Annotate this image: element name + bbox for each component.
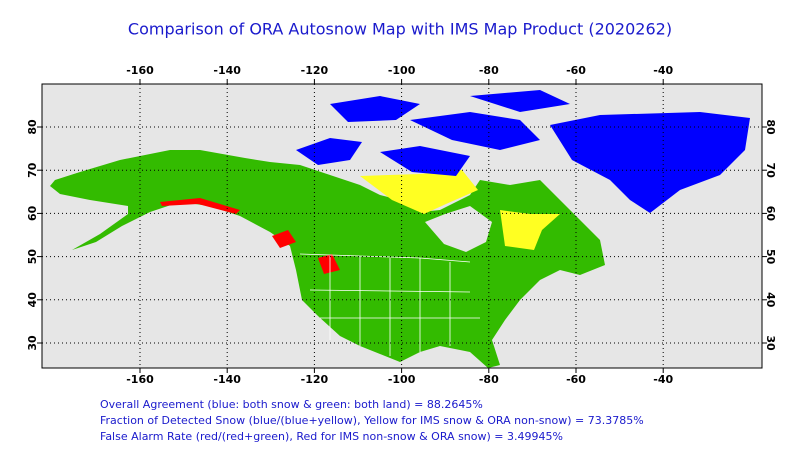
lon-label: -100 bbox=[388, 373, 416, 386]
false-alarm bbox=[160, 198, 240, 214]
graticule bbox=[37, 79, 767, 373]
snow-miss bbox=[360, 170, 478, 214]
lat-label: 40 bbox=[764, 292, 777, 308]
stat-line: Fraction of Detected Snow (blue/(blue+ye… bbox=[100, 414, 644, 427]
snow-agree bbox=[296, 138, 362, 165]
lat-label: 80 bbox=[26, 119, 39, 135]
lat-label: 70 bbox=[764, 163, 777, 179]
lat-label: 60 bbox=[26, 205, 39, 221]
hudson-bay bbox=[425, 206, 492, 252]
map-frame bbox=[41, 83, 763, 369]
lat-label: 30 bbox=[26, 335, 39, 351]
lat-label: 60 bbox=[764, 206, 777, 222]
lon-label: -60 bbox=[566, 373, 586, 386]
lon-label: -140 bbox=[213, 373, 241, 386]
lon-label: -80 bbox=[479, 373, 499, 386]
lon-label: -120 bbox=[301, 373, 329, 386]
snow-agree bbox=[410, 112, 540, 150]
lat-label: 50 bbox=[26, 249, 39, 265]
lon-label: -40 bbox=[653, 64, 673, 77]
lon-label: -140 bbox=[213, 64, 241, 77]
map-area bbox=[42, 84, 762, 368]
lon-label: -160 bbox=[126, 373, 154, 386]
false-alarm bbox=[272, 230, 296, 248]
lat-label: 70 bbox=[26, 162, 39, 178]
boundaries bbox=[299, 253, 480, 356]
snow-agree bbox=[550, 112, 750, 213]
lat-label: 50 bbox=[764, 249, 777, 265]
lat-label: 30 bbox=[764, 335, 777, 351]
snow-agree bbox=[330, 96, 420, 122]
lon-label: -60 bbox=[566, 64, 586, 77]
lat-label: 80 bbox=[764, 119, 777, 135]
lat-label: 40 bbox=[26, 292, 39, 308]
snow-miss bbox=[500, 210, 560, 250]
lon-label: -120 bbox=[301, 64, 329, 77]
snow-agree bbox=[380, 146, 470, 176]
stat-line: Overall Agreement (blue: both snow & gre… bbox=[100, 398, 483, 411]
snow-agree bbox=[470, 90, 570, 112]
stat-line: False Alarm Rate (red/(red+green), Red f… bbox=[100, 430, 563, 443]
map-title: Comparison of ORA Autosnow Map with IMS … bbox=[128, 20, 672, 39]
lon-label: -40 bbox=[653, 373, 673, 386]
false-alarm bbox=[318, 254, 340, 274]
lon-label: -100 bbox=[388, 64, 416, 77]
lon-label: -80 bbox=[479, 64, 499, 77]
lon-label: -160 bbox=[126, 64, 154, 77]
